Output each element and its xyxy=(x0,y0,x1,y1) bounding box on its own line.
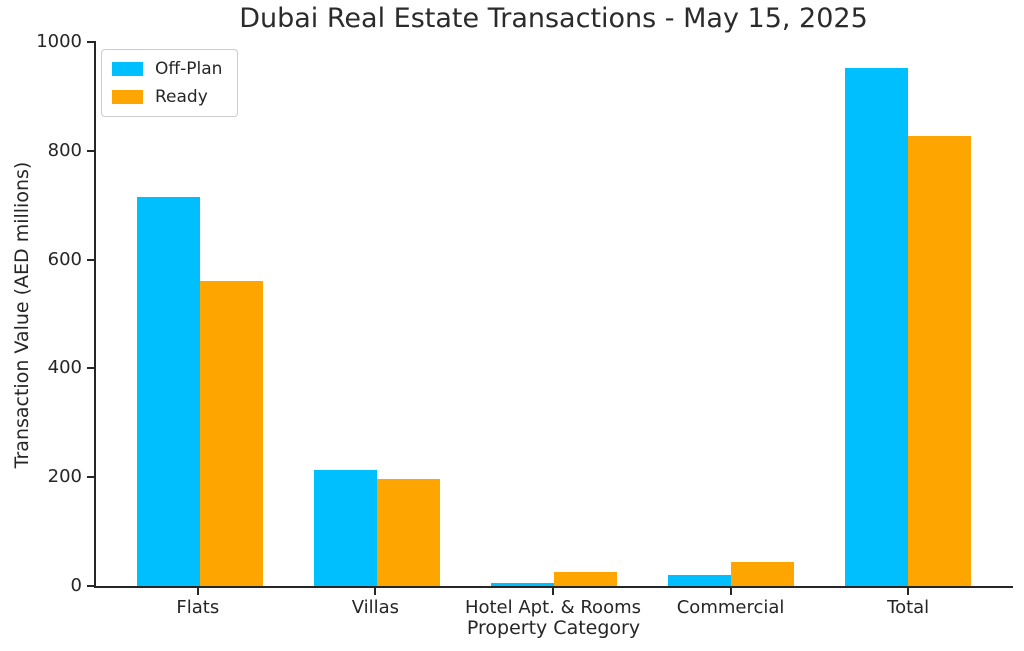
bar-off-plan-flats xyxy=(136,197,200,586)
x-tick-label: Hotel Apt. & Rooms xyxy=(464,597,641,618)
x-tick-mark xyxy=(907,588,910,595)
y-tick-mark xyxy=(87,149,96,152)
x-tick-mark xyxy=(551,588,554,595)
y-tick-label: 0 xyxy=(70,575,82,596)
chart-title: Dubai Real Estate Transactions - May 15,… xyxy=(239,3,868,34)
y-tick-mark xyxy=(87,41,96,43)
x-tick-cell-hotel-apt-rooms: Hotel Apt. & Rooms xyxy=(464,588,642,618)
x-axis-label: Property Category xyxy=(466,617,641,639)
y-tick-label: 800 xyxy=(47,139,82,161)
bar-ready-commercial xyxy=(731,561,795,586)
bar-ready-villas xyxy=(376,479,440,586)
x-tick-label: Commercial xyxy=(676,597,785,618)
y-tick-label: 600 xyxy=(47,248,82,270)
y-tick-label: 400 xyxy=(47,357,82,379)
bar-off-plan-commercial xyxy=(668,575,732,586)
legend: Off-Plan Ready xyxy=(101,49,239,117)
y-tick-mark xyxy=(87,585,96,587)
y-axis-label: Transaction Value (AED millions) xyxy=(11,161,33,469)
y-axis-ticks: 0 200 400 600 800 1000 xyxy=(36,33,1013,595)
x-tick-cell-villas: Villas xyxy=(287,588,465,618)
y-tick-mark xyxy=(87,258,96,261)
x-tick-mark xyxy=(196,588,199,595)
y-tick-mark xyxy=(87,476,96,479)
bar-off-plan-total xyxy=(845,67,909,586)
legend-swatch-ready xyxy=(112,90,143,104)
bar-ready-flats xyxy=(199,281,263,586)
x-tick-cell-commercial: Commercial xyxy=(642,588,820,618)
y-tick-mark xyxy=(87,367,96,370)
x-tick-cell-flats: Flats xyxy=(109,588,287,618)
bar-off-plan-villas xyxy=(313,470,377,586)
legend-swatch-off-plan xyxy=(112,62,143,76)
bar-group-villas xyxy=(288,42,465,586)
bar-group-hotel-apt-rooms xyxy=(465,42,642,586)
legend-item-ready: Ready xyxy=(112,87,222,107)
legend-item-off-plan: Off-Plan xyxy=(112,59,222,79)
y-tick-label: 200 xyxy=(47,466,82,488)
x-tick-cell-total: Total xyxy=(819,588,997,618)
legend-label: Off-Plan xyxy=(155,59,223,79)
bar-group-total xyxy=(820,42,997,586)
bar-off-plan-hotel-apt-rooms xyxy=(491,583,554,586)
x-tick-label: Flats xyxy=(176,597,220,618)
legend-label: Ready xyxy=(155,87,208,107)
bar-ready-total xyxy=(908,136,972,586)
bar-group-commercial xyxy=(643,42,820,586)
bar-groups xyxy=(96,42,1013,586)
x-tick-mark xyxy=(729,588,732,595)
bar-ready-hotel-apt-rooms xyxy=(554,571,617,586)
x-axis-tick-labels: Flats Villas Hotel Apt. & Rooms Commercial T… xyxy=(94,588,1013,618)
x-tick-label: Villas xyxy=(351,597,400,618)
bar-group-flats xyxy=(111,42,288,586)
x-tick-label: Total xyxy=(887,597,930,618)
y-tick-label: 1000 xyxy=(36,31,82,52)
x-tick-mark xyxy=(374,588,377,595)
plot-area: 0 200 400 600 800 1000 Off-Plan Ready xyxy=(36,33,1013,595)
